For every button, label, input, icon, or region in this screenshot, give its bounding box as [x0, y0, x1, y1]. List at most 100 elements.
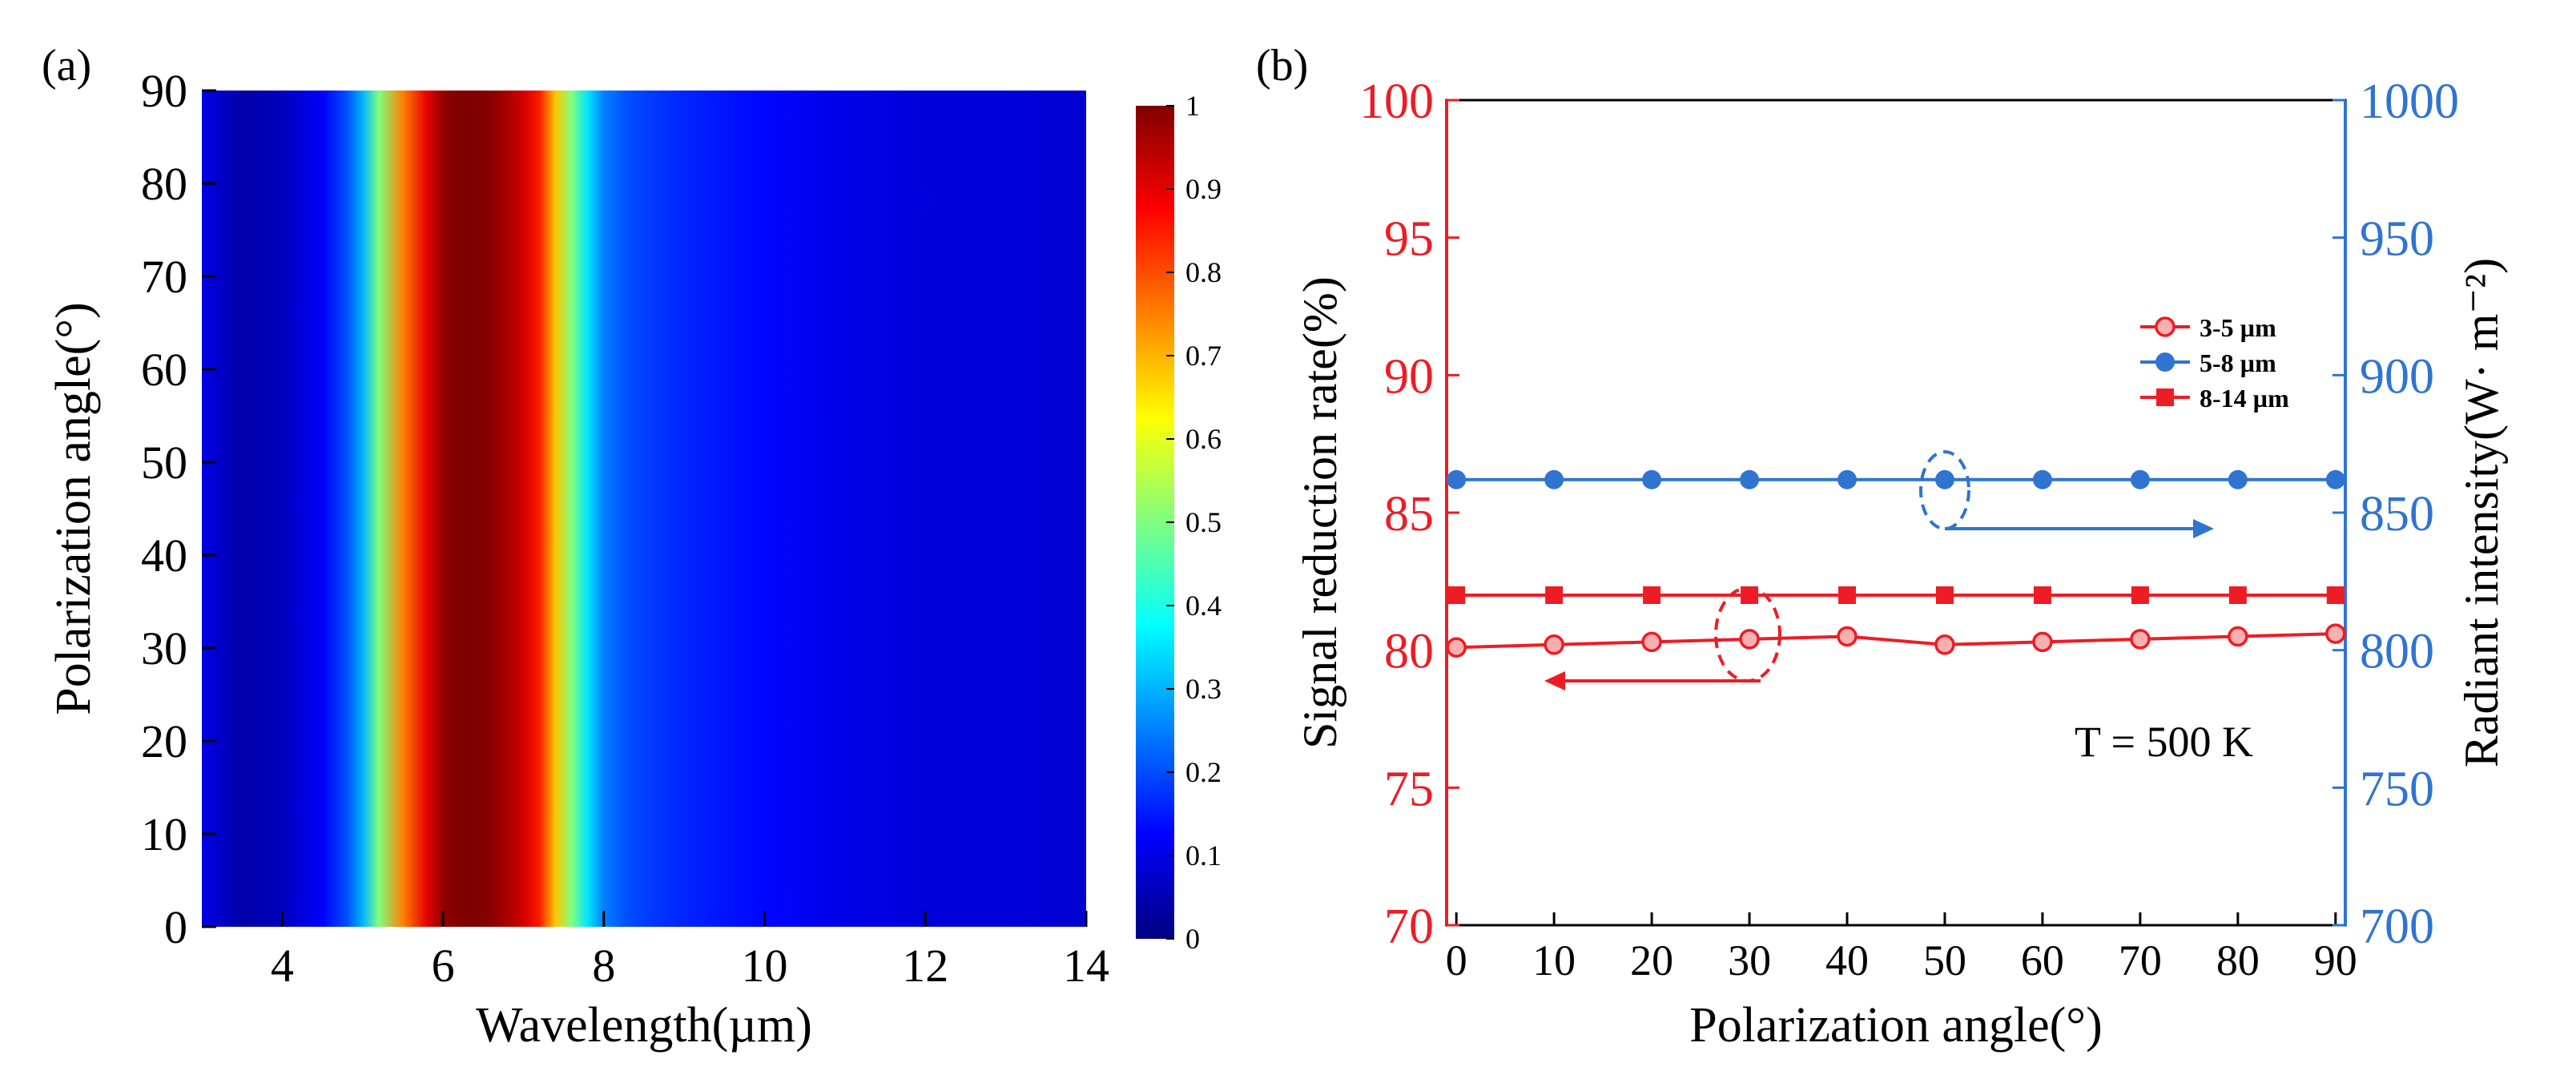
- data-point: [1934, 634, 1955, 655]
- heatmap-x-tick-label: 12: [902, 940, 948, 992]
- arrow-right-icon: [2193, 519, 2214, 538]
- data-point: [1934, 469, 1954, 489]
- heatmap-y-tick-label: 30: [141, 622, 187, 674]
- line-x-tick-label: 30: [1728, 936, 1771, 984]
- plot-frame: [1445, 99, 2347, 927]
- line-x-tick-label: 20: [1630, 936, 1673, 984]
- left-y-tick-label: 75: [1384, 762, 1434, 816]
- legend-marker: [2156, 389, 2174, 406]
- legend-item: 8-14 µm: [2140, 384, 2289, 413]
- data-point: [1447, 469, 1467, 489]
- colorbar-tick-label: 0.6: [1185, 423, 1222, 455]
- heatmap-y-tick-label: 20: [141, 715, 187, 767]
- data-point: [2325, 623, 2346, 644]
- heatmap-x-tick-label: 6: [432, 940, 455, 992]
- data-point: [2228, 469, 2248, 489]
- series-8-14-m: [1447, 586, 2345, 604]
- heatmap-area: [202, 91, 1086, 927]
- line-x-tick-label: 50: [1923, 936, 1966, 984]
- highlight-ellipse-blue: [1919, 450, 1970, 530]
- data-point: [1642, 469, 1662, 489]
- left-y-tick-label: 100: [1359, 74, 1434, 129]
- panel-b-label: (b): [1256, 41, 1308, 91]
- heatmap-y-ticks: 0 10 20 30 40 50 60 70 80 90: [141, 65, 216, 953]
- legend-item: 5-8 µm: [2140, 348, 2276, 377]
- data-point: [1838, 586, 1857, 604]
- colorbar-ticks: 0 0.1 0.2 0.3 0.4 0.5 0.6 0.7 0.8 0.9 1: [1166, 90, 1222, 955]
- line-x-tick-label: 0: [1446, 936, 1467, 984]
- right-y-tick-label: 800: [2360, 625, 2434, 679]
- data-point: [1447, 586, 1466, 604]
- data-point: [1446, 637, 1467, 658]
- left-y-tick-label: 95: [1384, 212, 1434, 267]
- temperature-annotation: T = 500 K: [2075, 718, 2253, 766]
- heatmap-y-tick-label: 40: [141, 529, 187, 582]
- heatmap-y-tick-label: 60: [141, 344, 187, 396]
- line-x-tick-label: 10: [1532, 936, 1576, 984]
- legend-marker: [2155, 352, 2175, 372]
- line-x-tick-label: 40: [1825, 936, 1869, 984]
- series-group: [1446, 469, 2346, 658]
- colorbar-tick-label: 1: [1185, 90, 1200, 122]
- legend-label: 5-8 µm: [2200, 348, 2276, 377]
- colorbar-tick-label: 0.2: [1185, 756, 1222, 788]
- heatmap-y-tick-label: 0: [164, 901, 187, 953]
- line-x-ticks: 0 10 20 30 40 50 60 70 80 90: [1446, 912, 2357, 984]
- data-point: [1544, 634, 1564, 655]
- panel-b-line-chart: (b) 0 10 20 30 40 50 60 70 80 90 707580859095100 …: [1256, 41, 2508, 1053]
- right-y-tick-label: 700: [2360, 900, 2434, 954]
- data-point: [1837, 469, 1858, 489]
- panel-a-label: (a): [42, 41, 91, 91]
- colorbar-tick-label: 0.1: [1185, 839, 1222, 872]
- arrow-left-icon: [1544, 671, 1565, 690]
- data-point: [1837, 626, 1858, 647]
- legend-marker: [2155, 316, 2176, 337]
- data-point: [2032, 631, 2053, 653]
- line-x-tick-label: 60: [2021, 936, 2064, 984]
- heatmap-x-tick-label: 14: [1063, 940, 1109, 992]
- data-point: [1545, 586, 1564, 604]
- left-y-tick-label: 90: [1384, 349, 1434, 404]
- series-5-8-m: [1447, 469, 2345, 489]
- line-x-tick-label: 90: [2314, 936, 2357, 984]
- colorbar-tick-label: 0.4: [1185, 590, 1222, 622]
- data-point: [2130, 629, 2151, 650]
- heatmap-x-axis-label: Wavelength(µm): [476, 998, 812, 1053]
- data-point: [1544, 469, 1564, 489]
- heatmap-y-tick-label: 10: [141, 808, 187, 860]
- colorbar-tick-label: 0.7: [1185, 340, 1222, 372]
- data-point: [1741, 586, 1759, 604]
- legend: 3-5 µm 5-8 µm 8-14 µm: [2140, 313, 2289, 413]
- right-y-tick-label: 900: [2360, 349, 2434, 404]
- colorbar-tick-label: 0.8: [1185, 256, 1222, 288]
- data-point: [2228, 586, 2247, 604]
- heatmap-x-ticks: 4 6 8 10 12 14: [271, 911, 1109, 992]
- heatmap-x-tick-label: 8: [592, 940, 615, 992]
- left-y-axis-label: Signal reduction rate(%): [1294, 276, 1346, 749]
- data-point: [2131, 586, 2149, 604]
- legend-label: 3-5 µm: [2200, 313, 2276, 342]
- data-point: [2130, 469, 2150, 489]
- left-y-tick-label: 85: [1384, 487, 1434, 542]
- colorbar-tick-label: 0.9: [1185, 173, 1222, 205]
- right-y-tick-label: 850: [2360, 487, 2434, 542]
- right-y-tick-label: 950: [2360, 212, 2434, 267]
- left-y-tick-label: 70: [1384, 900, 1434, 954]
- heatmap-y-axis-label: Polarization angle(°): [46, 302, 101, 715]
- colorbar-tick-label: 0.5: [1185, 506, 1222, 538]
- right-y-tick-label: 1000: [2360, 74, 2459, 129]
- line-x-tick-label: 70: [2119, 936, 2162, 984]
- right-y-ticks: 700 750 800 850 900 950 1000: [2332, 74, 2459, 954]
- heatmap-x-tick-label: 10: [742, 940, 788, 992]
- colorbar-tick-label: 0: [1185, 923, 1200, 955]
- left-y-tick-label: 80: [1384, 625, 1434, 679]
- heatmap-y-tick-label: 80: [141, 158, 187, 210]
- legend-item: 3-5 µm: [2140, 313, 2276, 342]
- data-point: [1739, 629, 1760, 650]
- heatmap-y-tick-label: 90: [141, 65, 187, 117]
- series-3-5-m: [1446, 623, 2346, 658]
- heatmap-y-tick-label: 70: [141, 251, 187, 303]
- data-point: [2033, 586, 2051, 604]
- data-point: [1643, 586, 1661, 604]
